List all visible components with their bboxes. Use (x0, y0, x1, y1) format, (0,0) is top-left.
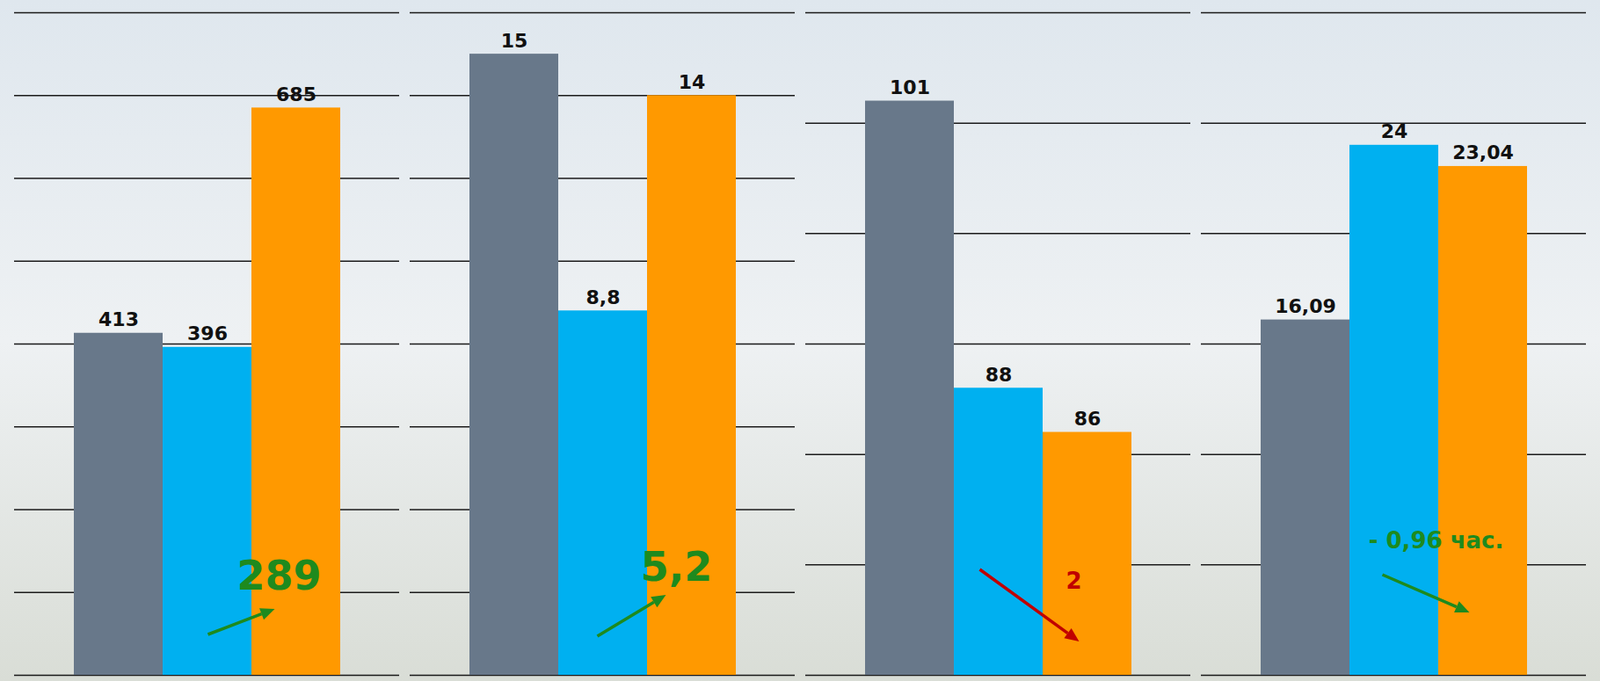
svg-text:88: 88 (985, 363, 1013, 386)
svg-text:16,09: 16,09 (1274, 295, 1337, 318)
svg-text:289: 289 (236, 552, 321, 600)
svg-text:15: 15 (501, 29, 529, 52)
svg-text:24: 24 (1381, 120, 1409, 143)
svg-text:413: 413 (98, 308, 139, 331)
svg-text:2: 2 (1065, 567, 1082, 595)
svg-text:23,04: 23,04 (1452, 141, 1514, 164)
svg-text:- 0,96 час.: - 0,96 час. (1368, 527, 1505, 554)
svg-text:8,8: 8,8 (586, 286, 621, 309)
svg-text:685: 685 (276, 83, 317, 106)
svg-text:14: 14 (678, 71, 706, 94)
svg-text:396: 396 (187, 322, 228, 345)
svg-text:5,2: 5,2 (640, 543, 713, 591)
svg-text:101: 101 (889, 76, 931, 99)
svg-text:86: 86 (1074, 407, 1102, 430)
